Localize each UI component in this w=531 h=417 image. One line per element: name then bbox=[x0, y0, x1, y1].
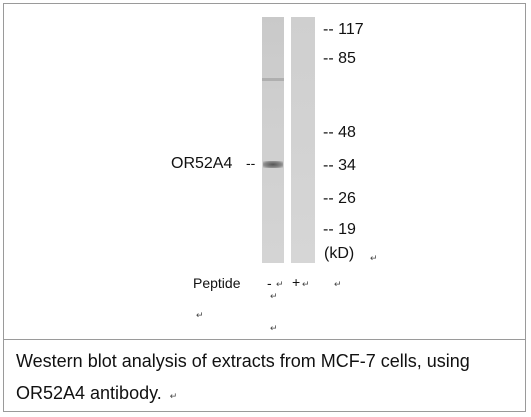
blot-lane-minus-peptide bbox=[262, 17, 284, 263]
target-label: OR52A4 bbox=[171, 155, 233, 172]
return-mark-icon: ↵ bbox=[169, 391, 178, 401]
marker-34: -- 34 bbox=[323, 157, 356, 174]
caption-line-1: Western blot analysis of extracts from M… bbox=[16, 351, 470, 371]
return-mark-icon: ↵ bbox=[270, 323, 278, 333]
figure-frame bbox=[3, 3, 526, 412]
marker-48: -- 48 bbox=[323, 124, 356, 141]
return-mark-icon: ↵ bbox=[370, 253, 378, 263]
caption-line-2: OR52A4 antibody. bbox=[16, 383, 162, 403]
caption-divider bbox=[3, 339, 526, 340]
return-mark-icon: ↵ bbox=[270, 291, 278, 301]
blot-lane-plus-peptide bbox=[291, 17, 315, 263]
marker-117: -- 117 bbox=[323, 21, 364, 38]
target-band bbox=[263, 161, 283, 168]
lane-sign-minus: - bbox=[267, 275, 272, 291]
lane-sign-plus: + bbox=[292, 274, 301, 290]
return-mark-icon: ↵ bbox=[196, 310, 204, 320]
return-mark-icon: ↵ bbox=[302, 279, 310, 289]
peptide-label: Peptide bbox=[193, 275, 241, 291]
figure-caption: Western blot analysis of extracts from M… bbox=[16, 345, 516, 412]
marker-85: -- 85 bbox=[323, 50, 356, 67]
return-mark-icon: ↵ bbox=[334, 279, 342, 289]
return-mark-icon: ↵ bbox=[276, 279, 284, 289]
target-dash: -- bbox=[246, 155, 256, 171]
unit-label: (kD) bbox=[324, 245, 355, 262]
faint-band bbox=[262, 78, 284, 81]
marker-26: -- 26 bbox=[323, 190, 356, 207]
marker-19: -- 19 bbox=[323, 221, 356, 238]
